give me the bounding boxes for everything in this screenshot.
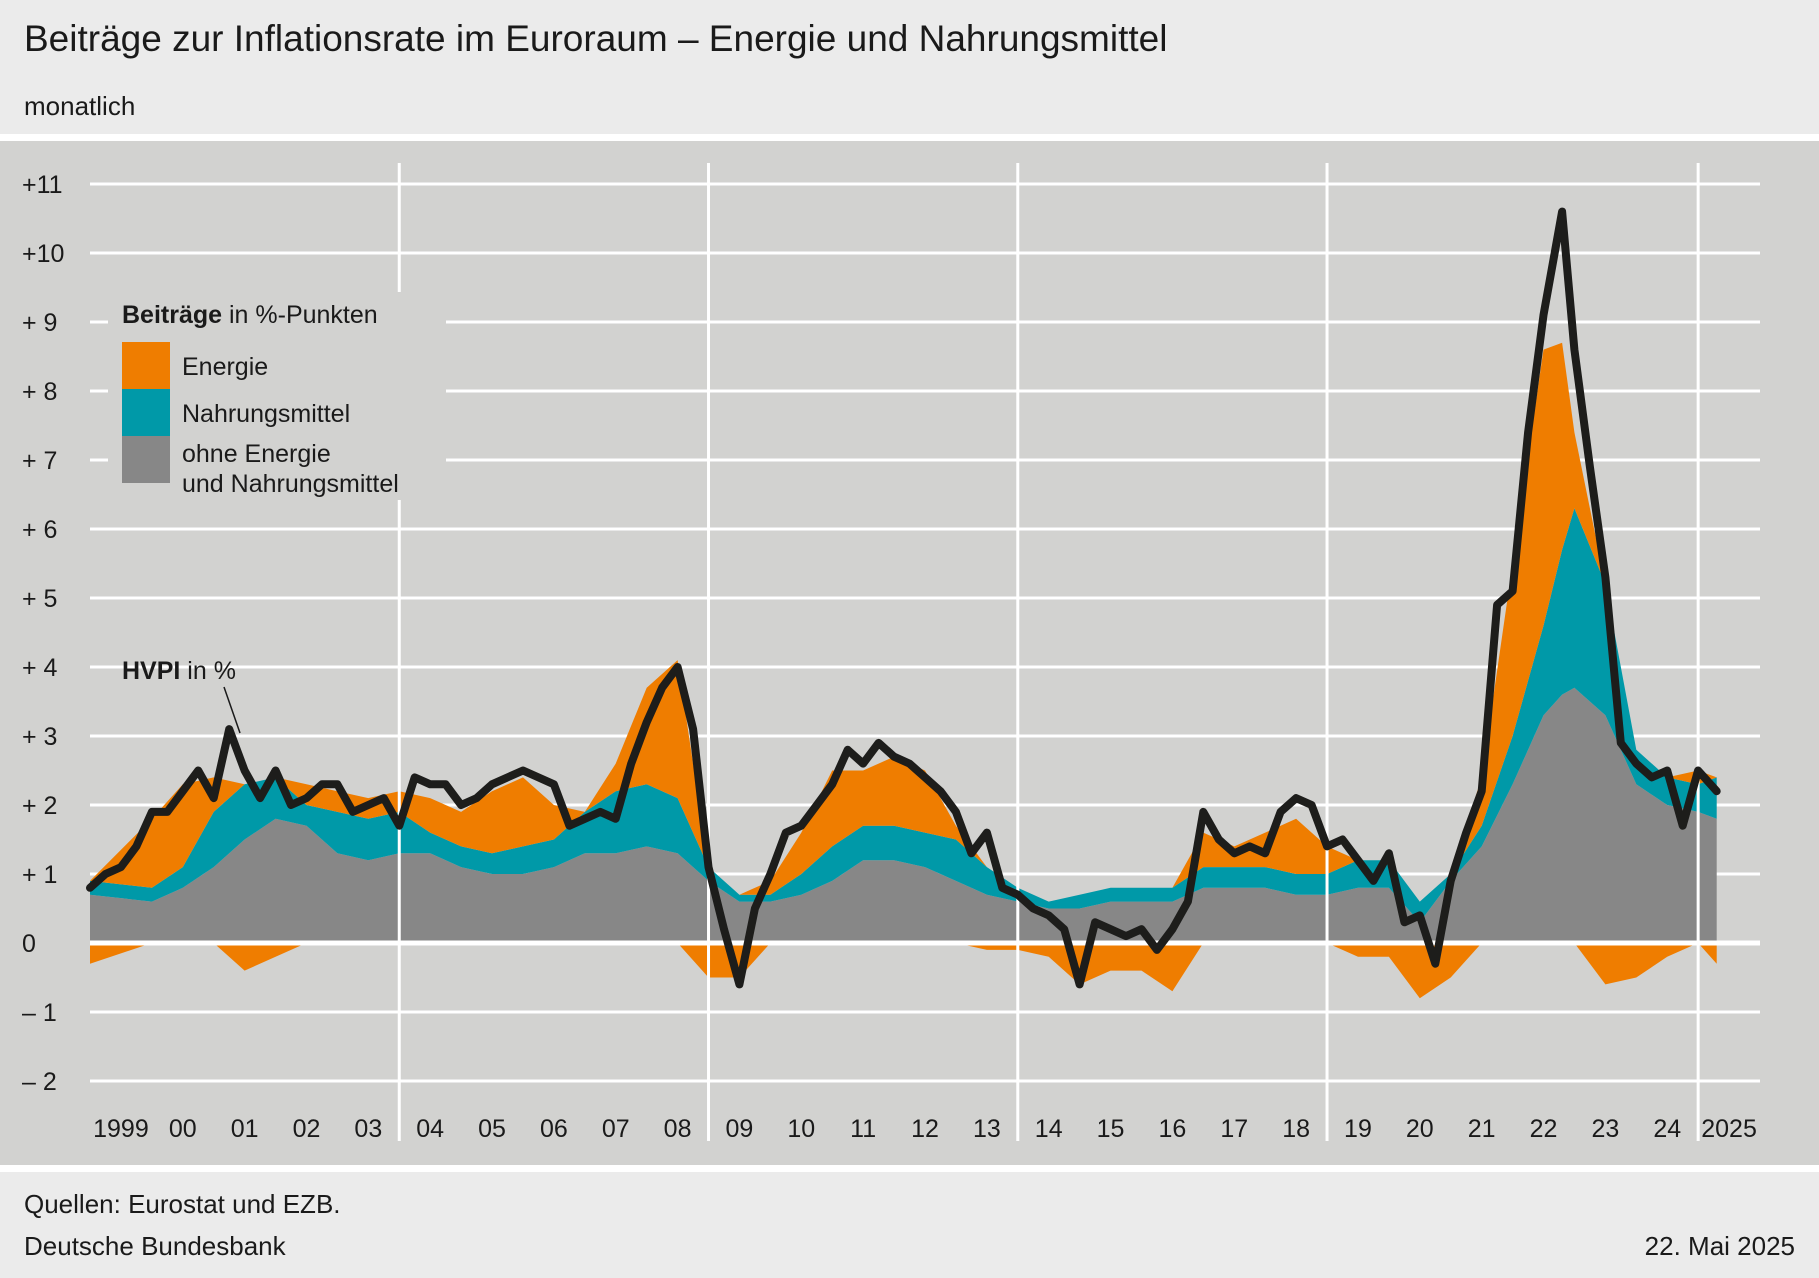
y-tick-label: + 9	[22, 309, 57, 337]
x-tick-label: 00	[169, 1115, 197, 1143]
y-tick-label: +10	[22, 240, 64, 268]
y-tick-label: + 2	[22, 792, 57, 820]
x-tick-label: 09	[726, 1115, 754, 1143]
chart-subtitle: monatlich	[24, 91, 136, 121]
legend-label-food: Nahrungsmittel	[182, 400, 350, 428]
area-energy-positive	[90, 342, 1717, 902]
source-note: Quellen: Eurostat und EZB.	[24, 1189, 341, 1219]
x-tick-label: 18	[1282, 1115, 1310, 1143]
area-core	[90, 687, 1717, 943]
stacked-areas	[90, 342, 1717, 999]
hicp-line-group	[86, 207, 1721, 989]
x-tick-label: 21	[1468, 1115, 1496, 1143]
x-tick-label: 23	[1591, 1115, 1619, 1143]
x-tick-label: 15	[1097, 1115, 1125, 1143]
x-tick-label: 16	[1159, 1115, 1187, 1143]
y-tick-label: + 5	[22, 585, 57, 613]
x-tick-label: 22	[1530, 1115, 1558, 1143]
y-tick-label: + 6	[22, 516, 57, 544]
x-tick-label: 12	[911, 1115, 939, 1143]
chart-panel: +11 +10 + 9 + 8 + 7 + 6 + 5 + 4 + 3 + 2 + 1 0 – 1 – 2…	[0, 141, 1819, 1165]
chart-header: Beiträge zur Inflationsrate im Euroraum …	[0, 0, 1819, 134]
hicp-label-leader	[223, 686, 241, 734]
footer-divider	[0, 1165, 1819, 1172]
hicp-annotation: HVPI in %	[122, 657, 241, 734]
y-tick-label: +11	[22, 171, 63, 199]
x-tick-label: 20	[1406, 1115, 1434, 1143]
x-tick-label: 04	[416, 1115, 444, 1143]
y-tick-label: – 1	[22, 999, 57, 1027]
legend-swatch-core	[122, 436, 170, 483]
y-tick-label: + 3	[22, 723, 57, 751]
chart-svg: +11 +10 + 9 + 8 + 7 + 6 + 5 + 4 + 3 + 2 + 1 0 – 1 – 2…	[0, 141, 1819, 1165]
y-tick-label: + 8	[22, 378, 57, 406]
x-tick-label: 17	[1220, 1115, 1248, 1143]
chart-title: Beiträge zur Inflationsrate im Euroraum …	[24, 18, 1168, 59]
chart-footer: Quellen: Eurostat und EZB. Deutsche Bund…	[0, 1172, 1819, 1278]
x-tick-label: 1999	[93, 1115, 149, 1143]
y-tick-label: 0	[22, 930, 36, 958]
legend-label-core: ohne Energie und Nahrungsmittel	[182, 440, 399, 498]
publication-date: 22. Mai 2025	[1644, 1231, 1795, 1261]
x-tick-label: 10	[787, 1115, 815, 1143]
legend-swatch-energy	[122, 342, 170, 389]
hicp-line	[86, 207, 1721, 989]
x-tick-label: 13	[973, 1115, 1001, 1143]
publisher-name: Deutsche Bundesbank	[24, 1231, 286, 1261]
legend: Beiträge in %-Punkten Energie Nahrungsmi…	[108, 292, 446, 500]
x-tick-label: 08	[664, 1115, 692, 1143]
y-tick-labels: +11 +10 + 9 + 8 + 7 + 6 + 5 + 4 + 3 + 2 + 1 0 – 1 – 2	[22, 171, 64, 1096]
area-food	[90, 508, 1717, 923]
y-tick-label: + 1	[22, 861, 57, 889]
x-tick-label: 19	[1344, 1115, 1372, 1143]
x-tick-label: 05	[478, 1115, 506, 1143]
x-tick-label: 01	[231, 1115, 259, 1143]
x-tick-label: 11	[850, 1115, 876, 1143]
y-tick-label: + 7	[22, 447, 57, 475]
x-tick-label: 06	[540, 1115, 568, 1143]
x-tick-label: 24	[1653, 1115, 1681, 1143]
header-divider	[0, 134, 1819, 141]
area-energy-negative	[90, 943, 1717, 999]
y-tick-label: – 2	[22, 1068, 57, 1096]
x-tick-label: 03	[354, 1115, 382, 1143]
x-tick-label: 02	[293, 1115, 321, 1143]
x-tick-label: 07	[602, 1115, 630, 1143]
legend-label-energy: Energie	[182, 353, 268, 381]
legend-swatch-food	[122, 389, 170, 436]
y-tick-label: + 4	[22, 654, 58, 682]
x-tick-label: 2025	[1701, 1115, 1757, 1143]
x-tick-label: 14	[1035, 1115, 1063, 1143]
hicp-label: HVPI in %	[122, 657, 236, 685]
legend-title: Beiträge in %-Punkten	[122, 301, 378, 329]
x-tick-labels: 1999 00 01 02 03 04 05 06 07 08 09 10 11 12 13 14 15 16 17…	[93, 1115, 1757, 1143]
